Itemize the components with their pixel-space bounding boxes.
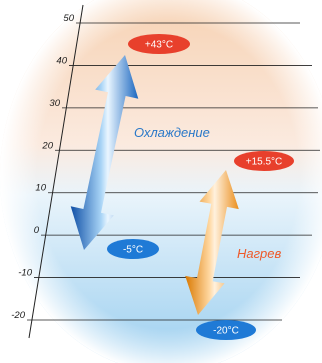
cooling-min-badge-shape bbox=[107, 239, 159, 259]
heating-caption: Нагрев bbox=[237, 246, 281, 261]
tick-label: -10 bbox=[18, 268, 32, 279]
heating-max-badge: +15.5°C bbox=[234, 151, 294, 171]
tick-label: 50 bbox=[63, 13, 74, 24]
heating-min-label: -20°C bbox=[213, 326, 239, 337]
cooling-caption: Охлаждение bbox=[134, 125, 210, 140]
cooling-max-badge: +43°C bbox=[128, 34, 190, 54]
tick-label: 10 bbox=[35, 183, 46, 194]
cooling-min-badge: -5°C bbox=[107, 239, 159, 259]
tick-label: 0 bbox=[34, 225, 40, 236]
cooling-double-arrow bbox=[70, 55, 139, 250]
heating-max-badge-shape bbox=[234, 151, 294, 171]
grid-lines bbox=[27, 22, 320, 321]
tick-label: 20 bbox=[41, 140, 53, 151]
cooling-min-label: -5°C bbox=[123, 245, 143, 256]
temperature-axis bbox=[28, 4, 84, 339]
cooling-max-badge-shape bbox=[128, 34, 190, 54]
cooling-range: +43°C -5°C Охлаждение bbox=[70, 34, 210, 259]
tick-labels: 50 40 30 20 10 0 -10 -20 bbox=[11, 13, 74, 321]
tick-label: 30 bbox=[49, 98, 60, 109]
heating-min-badge-shape bbox=[196, 320, 256, 340]
cooling-max-label: +43°C bbox=[145, 40, 173, 51]
tick-label: -20 bbox=[11, 310, 25, 321]
heating-range: +15.5°C -20°C Нагрев bbox=[185, 151, 294, 340]
heating-min-badge: -20°C bbox=[196, 320, 256, 340]
tick-label: 40 bbox=[56, 55, 67, 66]
heating-double-arrow bbox=[185, 170, 239, 315]
heating-max-label: +15.5°C bbox=[246, 157, 283, 168]
